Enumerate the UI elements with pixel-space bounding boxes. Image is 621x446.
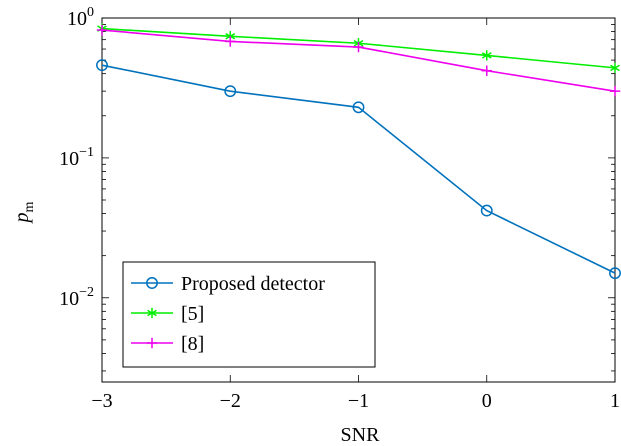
data-point [610, 62, 620, 74]
legend: Proposed detector [5] [8] [122, 261, 376, 368]
legend-entry: [5] [131, 303, 204, 325]
series-ref-2 [96, 24, 621, 97]
data-point [225, 36, 236, 47]
data-point [352, 101, 365, 114]
series-proposed-detector [96, 59, 621, 280]
data-point [481, 50, 492, 61]
legend-label: [5] [181, 303, 204, 325]
x-tick-label: 0 [482, 390, 492, 412]
legend-label: Proposed detector [181, 273, 325, 295]
marker-stroke [610, 64, 620, 72]
y-tick-label-base: 10 [59, 288, 79, 310]
legend-entry: [8] [131, 333, 204, 355]
data-point [481, 65, 492, 76]
y-tick-label-exponent: 0 [87, 5, 94, 20]
legend-entry: Proposed detector [131, 273, 325, 295]
legend-marker [146, 277, 158, 289]
x-tick-label: 1 [610, 390, 620, 412]
data-point [609, 85, 621, 97]
legend-label: [8] [181, 333, 204, 355]
x-tick-label: −3 [91, 390, 112, 412]
series-line [101, 64, 616, 274]
y-tick-label: 100 [67, 5, 94, 30]
legend-box [122, 261, 376, 368]
data-point [353, 41, 364, 53]
y-tick-label: 10−2 [59, 285, 94, 310]
y-tick-label-exponent: −1 [79, 145, 94, 160]
marker-stroke [481, 52, 492, 59]
data-point [609, 267, 621, 280]
marker-stroke [147, 309, 157, 317]
x-tick-label: −1 [348, 390, 369, 412]
data-point [96, 59, 108, 72]
y-axis-label: pm [11, 201, 37, 224]
data-point [96, 24, 108, 36]
y-axis-label-main: p [11, 212, 33, 224]
y-tick-label-base: 10 [67, 8, 87, 30]
legend-marker [146, 337, 158, 349]
y-axis-label-sub: m [22, 201, 37, 212]
legend-marker [147, 307, 157, 319]
x-axis-label: SNR [341, 424, 381, 446]
data-point [224, 85, 237, 98]
series-layer [96, 23, 621, 280]
data-point [480, 204, 493, 217]
x-tick-label: −2 [220, 390, 241, 412]
y-tick-label: 10−1 [59, 145, 94, 170]
y-tick-label-exponent: −2 [79, 285, 94, 300]
y-tick-label-base: 10 [59, 148, 79, 170]
